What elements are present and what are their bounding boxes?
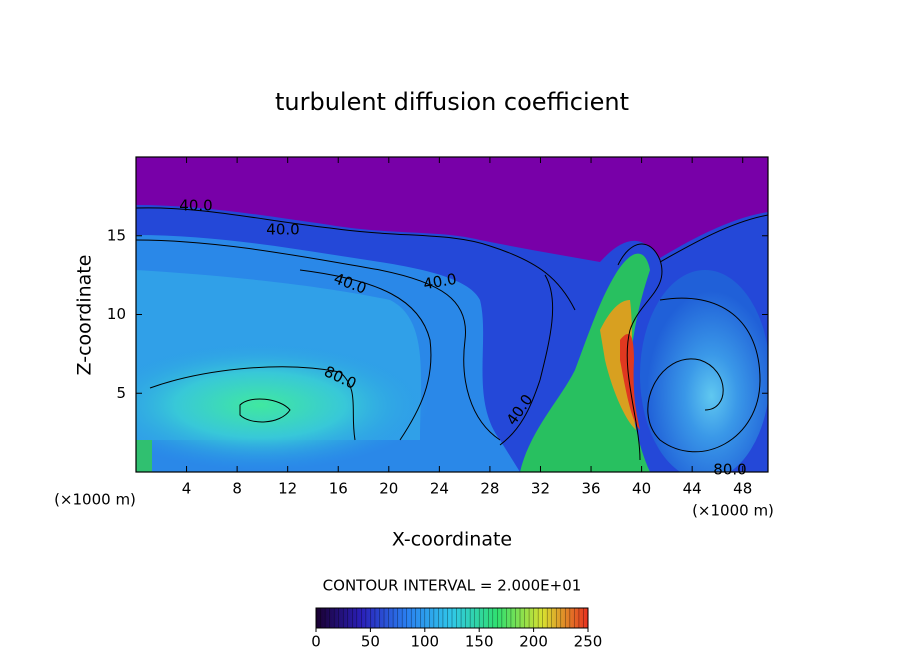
x-tick-label: 44 (683, 480, 702, 498)
contour-label: 80.0 (713, 461, 746, 479)
colorbar-tick-label: 50 (361, 633, 380, 651)
x-axis-label: X-coordinate (392, 529, 512, 551)
colorbar-tick-label: 0 (311, 633, 321, 651)
x-tick-label: 20 (379, 480, 398, 498)
y-tick-label: 10 (107, 305, 126, 323)
colorbar-tick-label: 100 (410, 633, 439, 651)
colorbar-tick-label: 250 (574, 633, 603, 651)
x-tick-label: 24 (430, 480, 449, 498)
x-tick-label: 32 (531, 480, 550, 498)
x-tick-label: 12 (278, 480, 297, 498)
x-tick-label: 8 (232, 480, 242, 498)
y-tick-label: 5 (116, 384, 126, 402)
y-unit-label: (×1000 m) (54, 491, 136, 509)
contour-label: 40.0 (179, 197, 212, 215)
x-tick-label: 16 (329, 480, 348, 498)
x-tick-label: 40 (632, 480, 651, 498)
x-tick-label: 28 (480, 480, 499, 498)
colorbar-tick-label: 150 (465, 633, 494, 651)
chart-title: turbulent diffusion coefficient (275, 88, 629, 116)
contour-label: 40.0 (266, 221, 299, 239)
contour-interval: CONTOUR INTERVAL = 2.000E+01 (323, 577, 582, 595)
y-axis-label: Z-coordinate (74, 255, 96, 376)
x-unit-label: (×1000 m) (692, 502, 774, 520)
x-tick-label: 4 (182, 480, 192, 498)
contour-label: 40.0 (422, 270, 458, 294)
x-tick-label: 48 (733, 480, 752, 498)
y-tick-label: 15 (107, 226, 126, 244)
contour-field (136, 157, 768, 472)
x-tick-label: 36 (581, 480, 600, 498)
colorbar-tick-label: 200 (519, 633, 548, 651)
